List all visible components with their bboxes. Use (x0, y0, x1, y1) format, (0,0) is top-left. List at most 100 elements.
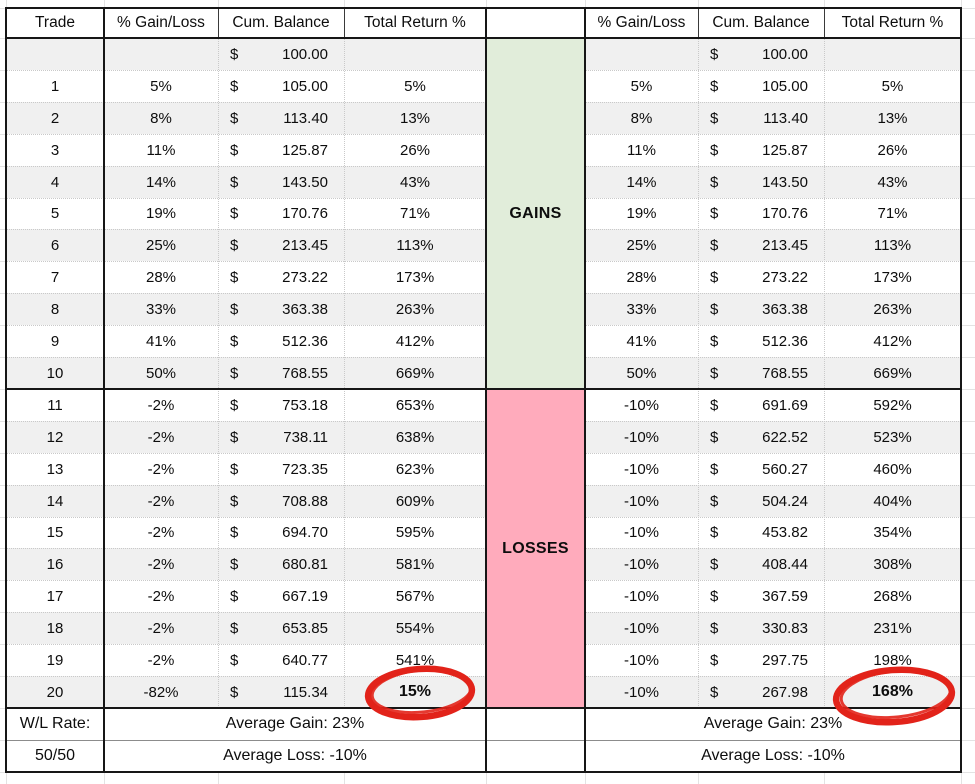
currency-symbol: $ (710, 524, 719, 541)
cell-cum-balance-right: $125.87 (698, 134, 824, 166)
row-gridline (585, 485, 961, 486)
currency-symbol: $ (710, 173, 719, 191)
cell-trade-number (6, 38, 104, 70)
cell-total-return-right: 268% (824, 580, 961, 612)
cell-gain-loss-right: -10% (585, 453, 698, 485)
left-average-gain: Average Gain: 23% (225, 715, 365, 732)
margin-gridline (824, 772, 825, 784)
margin-gridline (218, 772, 219, 784)
row-gridline (585, 612, 961, 613)
cell-cum-balance-right: $267.98 (698, 676, 824, 708)
row-gridline (6, 357, 486, 358)
row-gridline (585, 548, 961, 549)
cell-gain-loss-right: -10% (585, 644, 698, 676)
cell-cum-balance-left: $213.45 (218, 229, 344, 261)
margin-gridline (698, 772, 699, 784)
currency-symbol: $ (710, 141, 719, 159)
margin-gridline (962, 644, 975, 645)
balance-value: 367.59 (762, 587, 808, 605)
cell-total-return-right: 523% (824, 421, 961, 453)
balance-value: 100.00 (762, 45, 808, 63)
cell-cum-balance-right: $330.83 (698, 612, 824, 644)
currency-symbol: $ (710, 77, 719, 95)
cell-gain-loss-right: -10% (585, 580, 698, 612)
margin-gridline (0, 644, 6, 645)
cell-total-return-left: 43% (344, 166, 486, 198)
margin-gridline (962, 740, 975, 741)
margin-gridline (0, 676, 6, 677)
balance-value: 273.22 (762, 268, 808, 286)
currency-symbol: $ (230, 619, 239, 637)
cell-total-return-right: 113% (824, 229, 961, 261)
margin-gridline (962, 166, 975, 167)
row-gridline (585, 644, 961, 645)
balance-value: 113.40 (763, 109, 808, 127)
thick-border-horizontal (5, 771, 962, 773)
margin-gridline (962, 548, 975, 549)
balance-value: 653.85 (282, 619, 328, 637)
currency-symbol: $ (710, 428, 719, 446)
cell-total-return-right (824, 38, 961, 70)
balance-value: 213.45 (762, 236, 808, 254)
row-gridline (6, 166, 486, 167)
balance-value: 115.34 (283, 683, 328, 701)
row-gridline (6, 421, 486, 422)
cell-cum-balance-right: $143.50 (698, 166, 824, 198)
cell-total-return-right: 592% (824, 389, 961, 421)
cell-gain-loss-left: -2% (104, 485, 218, 517)
margin-gridline (6, 772, 7, 784)
currency-symbol: $ (230, 141, 239, 159)
margin-gridline (0, 453, 6, 454)
cell-total-return-left: 412% (344, 325, 486, 357)
row-gridline (585, 580, 961, 581)
balance-value: 143.50 (762, 173, 808, 191)
currency-symbol: $ (230, 205, 239, 222)
cell-cum-balance-left: $708.88 (218, 485, 344, 517)
cell-cum-balance-left: $667.19 (218, 580, 344, 612)
margin-gridline (962, 421, 975, 422)
cell-gain-loss-right: -10% (585, 517, 698, 548)
cell-gain-loss-left (104, 38, 218, 70)
header-total-return-left: Total Return % (364, 14, 466, 32)
cell-total-return-right: 13% (824, 102, 961, 134)
balance-value: 100.00 (282, 45, 328, 63)
row-gridline (6, 453, 486, 454)
cell-total-return-right: 412% (824, 325, 961, 357)
balance-value: 723.35 (282, 460, 328, 478)
cell-cum-balance-left: $125.87 (218, 134, 344, 166)
currency-symbol: $ (230, 236, 239, 254)
cell-total-return-left: 5% (344, 70, 486, 102)
balance-value: 640.77 (282, 651, 328, 669)
cell-gain-loss-right: -10% (585, 421, 698, 453)
cell-gain-loss-left: 28% (104, 261, 218, 293)
cell-trade-number: 13 (6, 453, 104, 485)
currency-symbol: $ (230, 651, 239, 669)
cell-trade-number: 14 (6, 485, 104, 517)
row-gridline (6, 293, 486, 294)
currency-symbol: $ (710, 651, 719, 669)
row-gridline (585, 229, 961, 230)
currency-symbol: $ (230, 492, 239, 510)
balance-value: 363.38 (762, 300, 808, 318)
cell-gain-loss-left: 33% (104, 293, 218, 325)
currency-symbol: $ (710, 492, 719, 510)
margin-gridline (962, 580, 975, 581)
cell-trade-number: 8 (6, 293, 104, 325)
cell-trade-number: 12 (6, 421, 104, 453)
cell-total-return-right: 198% (824, 644, 961, 676)
margin-gridline (0, 421, 6, 422)
cell-cum-balance-right: $622.52 (698, 421, 824, 453)
currency-symbol: $ (710, 332, 719, 350)
cell-total-return-right: 263% (824, 293, 961, 325)
balance-value: 708.88 (282, 492, 328, 510)
margin-gridline (486, 772, 487, 784)
currency-symbol: $ (230, 364, 239, 382)
balance-value: 408.44 (762, 555, 808, 573)
margin-gridline (0, 70, 6, 71)
margin-gridline (962, 8, 975, 9)
column-gridline (824, 38, 825, 708)
cell-total-return-left: 113% (344, 229, 486, 261)
balance-value: 297.75 (762, 651, 808, 669)
currency-symbol: $ (710, 205, 719, 222)
currency-symbol: $ (710, 619, 719, 637)
